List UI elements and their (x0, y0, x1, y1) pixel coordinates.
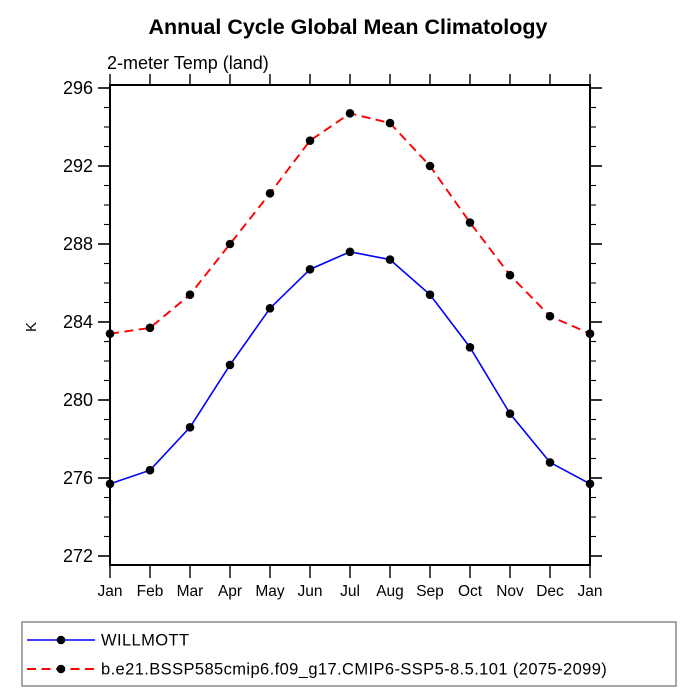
data-point-marker (265, 304, 275, 313)
x-tick-label: Feb (137, 583, 164, 600)
series-layer (105, 109, 595, 489)
x-tick-label: Jan (98, 583, 123, 600)
y-tick-label: 296 (63, 78, 93, 98)
chart-title: Annual Cycle Global Mean Climatology (148, 15, 547, 39)
data-point-marker (185, 423, 195, 432)
legend-label: WILLMOTT (101, 632, 189, 650)
data-point-marker (465, 218, 475, 227)
data-point-marker (545, 311, 555, 321)
data-point-marker (425, 161, 435, 171)
axes: 272 276 280 284 288 292 296 Jan Feb Mar Apr May Jun J… (63, 74, 603, 600)
x-tick-label: Aug (376, 583, 404, 600)
data-point-marker (185, 290, 195, 300)
data-point-marker (225, 239, 235, 249)
data-point-marker (465, 343, 475, 352)
data-point-marker (105, 329, 115, 339)
data-point-marker (385, 255, 395, 264)
x-tick-label: Nov (496, 583, 524, 600)
data-point-marker (265, 189, 275, 198)
legend-entry: b.e21.BSSP585cmip6.f09_g17.CMIP6-SSP5-8.… (27, 661, 607, 679)
data-point-marker (105, 479, 115, 489)
chart-subtitle: 2-meter Temp (land) (107, 53, 269, 73)
x-tick-label: Jul (340, 583, 360, 600)
legend-marker-icon (56, 635, 66, 645)
y-axis-label: K (23, 322, 40, 332)
plot-frame (109, 84, 591, 566)
data-point-marker (225, 360, 235, 370)
y-tick-label: 288 (63, 234, 93, 254)
x-tick-label: May (255, 583, 285, 600)
data-point-marker (145, 465, 155, 475)
y-tick-label: 280 (63, 390, 93, 410)
data-point-marker (505, 270, 515, 280)
data-point-marker (585, 479, 595, 489)
data-point-marker (305, 136, 315, 145)
x-tick-label: Sep (416, 583, 444, 600)
legend-label: b.e21.BSSP585cmip6.f09_g17.CMIP6-SSP5-8.… (101, 661, 607, 679)
x-tick-label: Mar (177, 583, 204, 600)
data-point-marker (505, 409, 515, 418)
x-tick-label: Apr (218, 583, 242, 600)
legend-marker-icon (56, 664, 66, 674)
data-point-marker (545, 458, 555, 467)
x-tick-label: Jan (578, 583, 603, 600)
legend-box (21, 621, 677, 687)
data-point-marker (585, 329, 595, 339)
data-point-marker (345, 109, 355, 118)
legend-entry: WILLMOTT (27, 632, 189, 650)
legend: WILLMOTT b.e21.BSSP585cmip6.f09_g17.CMIP… (21, 621, 677, 687)
x-tick-label: Dec (536, 583, 564, 600)
y-tick-label: 284 (63, 312, 93, 332)
data-point-marker (425, 290, 435, 300)
data-point-marker (385, 118, 395, 128)
y-tick-label: 276 (63, 468, 93, 488)
x-tick-label: Oct (458, 583, 483, 600)
series-line (109, 112, 591, 335)
data-point-marker (345, 247, 355, 257)
y-tick-label: 292 (63, 156, 93, 176)
data-point-marker (145, 323, 155, 333)
x-tick-label: Jun (298, 583, 323, 600)
series-line (109, 250, 591, 485)
data-point-marker (305, 265, 315, 274)
y-tick-label: 272 (63, 546, 93, 566)
